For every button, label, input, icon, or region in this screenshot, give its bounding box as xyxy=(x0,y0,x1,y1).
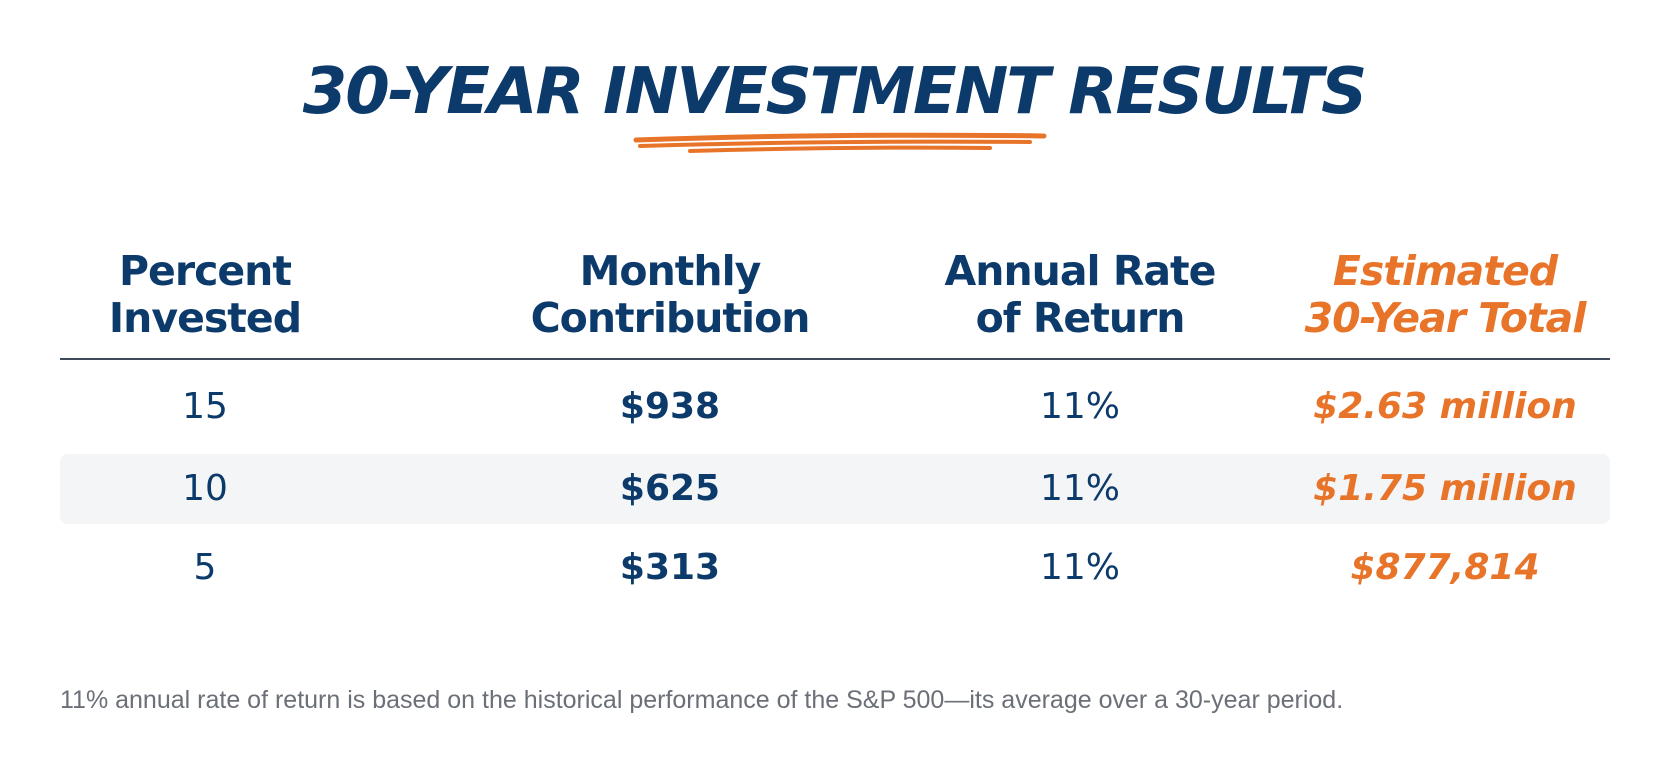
table-header: Percent Invested Monthly Contribution An… xyxy=(60,248,1610,358)
header-divider xyxy=(60,358,1610,360)
header-line: of Return xyxy=(975,294,1186,342)
header-line: Percent xyxy=(119,247,292,295)
table-row: 5 $313 11% $877,814 xyxy=(60,533,1610,603)
page-title: 30-YEAR INVESTMENT RESULTS xyxy=(302,55,1367,129)
title-underline-swoosh xyxy=(633,132,1047,153)
header-line: Contribution xyxy=(530,294,811,342)
header-line: Annual Rate xyxy=(944,247,1217,295)
cell-monthly: $625 xyxy=(619,468,721,509)
cell-total: $877,814 xyxy=(1350,547,1540,588)
header-annual-rate: Annual Rate of Return xyxy=(870,248,1290,342)
header-line: Monthly xyxy=(579,247,762,295)
cell-percent: 10 xyxy=(182,468,228,509)
header-estimated-total: Estimated 30-Year Total xyxy=(1280,248,1610,342)
cell-rate: 11% xyxy=(1039,386,1120,427)
investment-results-table: Percent Invested Monthly Contribution An… xyxy=(60,248,1610,588)
cell-percent: 5 xyxy=(193,547,217,588)
cell-rate: 11% xyxy=(1039,547,1120,588)
footnote: 11% annual rate of return is based on th… xyxy=(60,686,1344,714)
header-monthly-contribution: Monthly Contribution xyxy=(450,248,890,342)
table-row: 10 $625 11% $1.75 million xyxy=(60,454,1610,524)
header-line: 30-Year Total xyxy=(1304,294,1587,342)
cell-monthly: $313 xyxy=(619,547,721,588)
cell-total: $1.75 million xyxy=(1313,468,1577,509)
cell-monthly: $938 xyxy=(619,386,721,427)
cell-rate: 11% xyxy=(1039,468,1120,509)
cell-percent: 15 xyxy=(182,386,228,427)
header-line: Invested xyxy=(108,294,302,342)
header-line: Estimated xyxy=(1332,247,1558,295)
header-percent-invested: Percent Invested xyxy=(60,248,350,342)
cell-total: $2.63 million xyxy=(1313,386,1577,427)
table-row: 15 $938 11% $2.63 million xyxy=(60,372,1610,442)
